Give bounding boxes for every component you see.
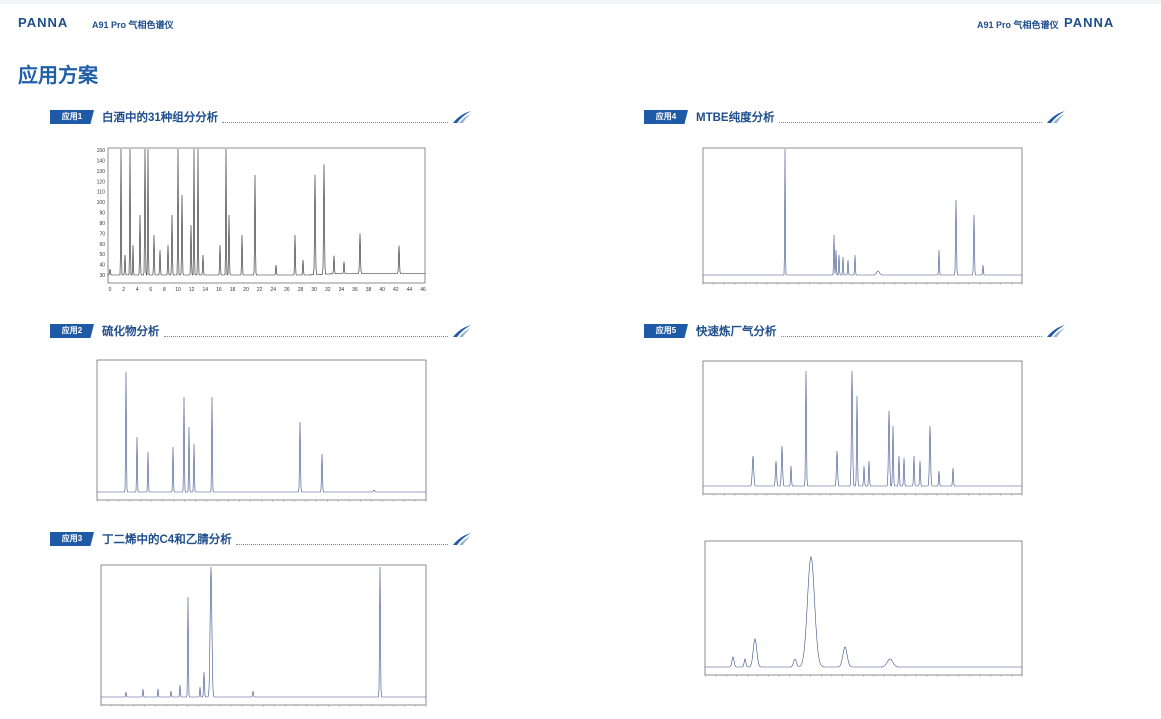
icon-swoosh-light (459, 328, 471, 337)
icon-swoosh-light (459, 114, 471, 123)
section-icon (1047, 111, 1065, 123)
x-tick-label: 10 (175, 287, 181, 293)
section-icon (453, 533, 471, 545)
dotted-rule (236, 544, 448, 545)
plot-frame (107, 147, 426, 284)
y-tick-label: 130 (97, 169, 106, 175)
trace (108, 148, 425, 276)
top-bar (0, 0, 1161, 4)
x-tick-label: 14 (202, 287, 208, 293)
x-tick-label: 4 (136, 287, 139, 293)
plot-frame (702, 360, 1023, 495)
section-title: 丁二烯中的C4和乙腈分析 (102, 534, 232, 546)
section-icon (453, 325, 471, 337)
dotted-rule (222, 122, 448, 123)
section-icon (1047, 325, 1065, 337)
trace (705, 556, 1022, 668)
x-tick-label: 20 (243, 287, 249, 293)
plot-frame (96, 359, 427, 501)
icon-swoosh-light (1053, 114, 1065, 123)
y-tick-label: 50 (99, 252, 105, 258)
icon-swoosh-light (1053, 328, 1065, 337)
x-tick-label: 18 (230, 287, 236, 293)
y-tick-label: 70 (99, 231, 105, 237)
dotted-rule (781, 336, 1042, 337)
x-tick-label: 6 (149, 287, 152, 293)
section-title: 硫化物分析 (102, 326, 160, 338)
x-tick-label: 42 (393, 287, 399, 293)
plot-frame (100, 564, 427, 706)
y-tick-label: 120 (97, 179, 106, 185)
x-tick-label: 34 (339, 287, 345, 293)
x-tick-label: 26 (284, 287, 290, 293)
x-tick-label: 36 (352, 287, 358, 293)
icon-swoosh (1047, 325, 1065, 337)
trace (101, 566, 426, 698)
y-tick-label: 80 (99, 221, 105, 227)
x-tick-label: 28 (298, 287, 304, 293)
trace (97, 371, 426, 493)
product-left: A91 Pro 气相色谱仪 (92, 20, 174, 30)
brand-right: PANNA (1064, 15, 1115, 30)
x-tick-label: 38 (366, 287, 372, 293)
y-tick-label: 30 (99, 273, 105, 279)
y-tick-label: 110 (97, 190, 105, 196)
x-tick-label: 12 (189, 287, 195, 293)
section-icon (453, 111, 471, 123)
x-tick-label: 22 (257, 287, 263, 293)
x-tick-label: 46 (420, 287, 426, 293)
section-title: 白酒中的31种组分分析 (102, 112, 219, 124)
section-title: 快速炼厂气分析 (696, 326, 777, 338)
y-tick-label: 100 (97, 200, 106, 206)
y-tick-label: 40 (99, 263, 105, 269)
section-badge: 应用5 (644, 324, 688, 338)
section-badge: 应用1 (50, 110, 94, 124)
x-tick-label: 32 (325, 287, 331, 293)
section-title: MTBE纯度分析 (696, 112, 775, 124)
x-tick-label: 24 (271, 287, 277, 293)
dotted-rule (164, 336, 448, 337)
x-tick-label: 16 (216, 287, 222, 293)
brand-left: PANNA (18, 15, 69, 30)
chromatogram-3 (100, 564, 427, 707)
x-tick-label: 30 (311, 287, 317, 293)
x-tick-label: 2 (122, 287, 125, 293)
chromatogram-4 (702, 147, 1023, 285)
y-tick-label: 140 (97, 158, 106, 164)
trace (703, 148, 1022, 276)
icon-swoosh (1047, 111, 1065, 123)
icon-swoosh-light (459, 536, 471, 545)
x-tick-label: 44 (407, 287, 413, 293)
product-right: A91 Pro 气相色谱仪 (977, 20, 1059, 30)
section-badge: 应用4 (644, 110, 688, 124)
chromatogram-5 (702, 360, 1023, 496)
page-title: 应用方案 (18, 65, 98, 87)
icon-swoosh (453, 533, 471, 545)
y-tick-label: 60 (99, 242, 105, 248)
y-tick-label: 150 (97, 148, 106, 154)
x-tick-label: 0 (109, 287, 112, 293)
x-tick-label: 8 (163, 287, 166, 293)
chromatogram-6 (704, 540, 1023, 677)
y-tick-label: 90 (99, 211, 105, 217)
section-badge: 应用3 (50, 532, 94, 546)
section-badge: 应用2 (50, 324, 94, 338)
chromatogram-2 (96, 359, 427, 502)
x-tick-label: 40 (379, 287, 385, 293)
icon-swoosh (453, 111, 471, 123)
trace (703, 370, 1022, 487)
dotted-rule (779, 122, 1042, 123)
icon-swoosh (453, 325, 471, 337)
